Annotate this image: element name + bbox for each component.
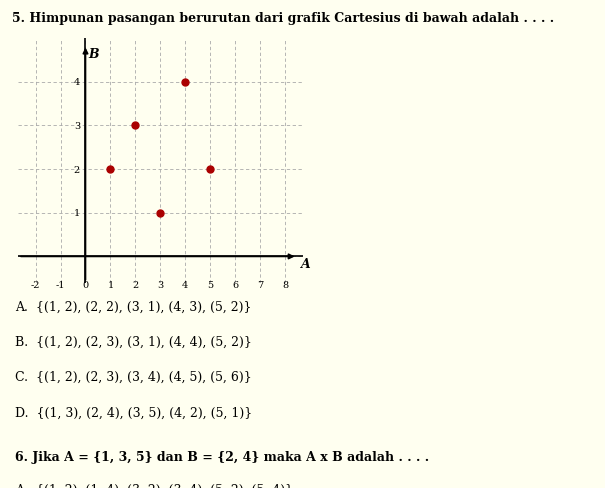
- Text: 7: 7: [257, 281, 263, 290]
- Text: 1: 1: [74, 209, 80, 218]
- Text: C.  {(1, 2), (2, 3), (3, 4), (4, 5), (5, 6)}: C. {(1, 2), (2, 3), (3, 4), (4, 5), (5, …: [15, 370, 252, 384]
- Text: 4: 4: [182, 281, 188, 290]
- Text: A.  {(1, 2), (2, 2), (3, 1), (4, 3), (5, 2)}: A. {(1, 2), (2, 2), (3, 1), (4, 3), (5, …: [15, 300, 252, 313]
- Text: 1: 1: [107, 281, 114, 290]
- Text: A: A: [301, 258, 311, 271]
- Text: 0: 0: [82, 281, 88, 290]
- Text: 5. Himpunan pasangan berurutan dari grafik Cartesius di bawah adalah . . . .: 5. Himpunan pasangan berurutan dari graf…: [12, 12, 554, 25]
- Text: 6: 6: [232, 281, 238, 290]
- Text: 8: 8: [282, 281, 288, 290]
- Text: 5: 5: [207, 281, 214, 290]
- Text: 3: 3: [157, 281, 163, 290]
- Text: 2: 2: [132, 281, 139, 290]
- Text: 3: 3: [74, 122, 80, 131]
- Text: B.  {(1, 2), (2, 3), (3, 1), (4, 4), (5, 2)}: B. {(1, 2), (2, 3), (3, 1), (4, 4), (5, …: [15, 335, 252, 348]
- Text: -1: -1: [56, 281, 65, 290]
- Text: B: B: [88, 48, 99, 61]
- Text: 2: 2: [74, 165, 80, 174]
- Text: 6. Jika A = {1, 3, 5} dan B = {2, 4} maka A x B adalah . . . .: 6. Jika A = {1, 3, 5} dan B = {2, 4} mak…: [15, 450, 430, 464]
- Text: D.  {(1, 3), (2, 4), (3, 5), (4, 2), (5, 1)}: D. {(1, 3), (2, 4), (3, 5), (4, 2), (5, …: [15, 406, 252, 419]
- Text: 4: 4: [74, 78, 80, 87]
- Text: A.  {(1, 2), (1, 4), (3, 2), (3, 4), (5, 2), (5, 4)}: A. {(1, 2), (1, 4), (3, 2), (3, 4), (5, …: [15, 483, 293, 488]
- Text: -2: -2: [31, 281, 41, 290]
